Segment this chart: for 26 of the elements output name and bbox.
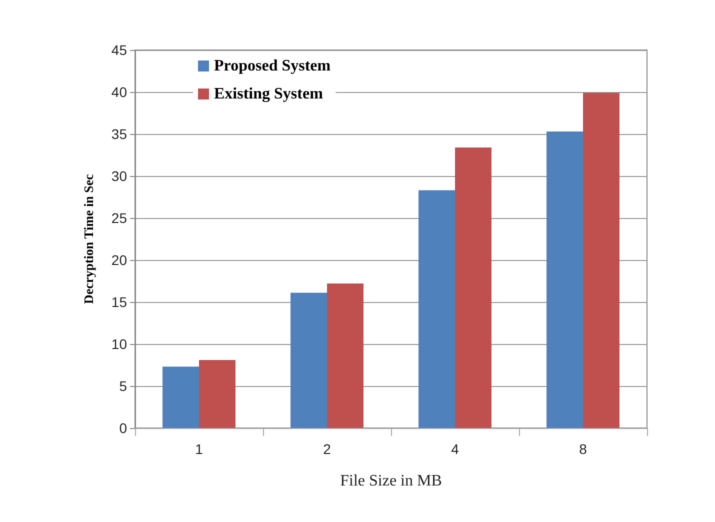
y-tick-label: 20 <box>111 252 128 268</box>
bar <box>455 147 492 428</box>
y-tick-label: 45 <box>111 42 128 58</box>
x-axis-title: File Size in MB <box>340 472 442 490</box>
y-tick-label: 25 <box>111 210 128 226</box>
bar <box>199 360 236 428</box>
bar <box>583 92 620 428</box>
y-tick-label: 30 <box>111 168 128 184</box>
y-tick-label: 15 <box>111 294 128 310</box>
y-tick-label: 40 <box>111 84 128 100</box>
bar <box>327 284 364 428</box>
y-tick-label: 5 <box>119 378 128 394</box>
bar <box>546 131 583 428</box>
y-tick-label: 35 <box>111 126 128 142</box>
y-tick-label: 10 <box>111 336 128 352</box>
y-tick-label: 0 <box>119 420 128 436</box>
x-tick-label: 1 <box>195 441 204 457</box>
bar <box>162 366 199 428</box>
x-tick-label: 2 <box>323 441 332 457</box>
x-tick-label: 8 <box>579 441 588 457</box>
bar <box>418 190 455 428</box>
legend-label: Existing System <box>214 86 324 102</box>
bar <box>290 292 327 428</box>
x-tick-label: 4 <box>451 441 460 457</box>
legend-label: Proposed System <box>214 58 332 74</box>
y-axis-title: Decryption Time in Sec <box>81 174 96 304</box>
